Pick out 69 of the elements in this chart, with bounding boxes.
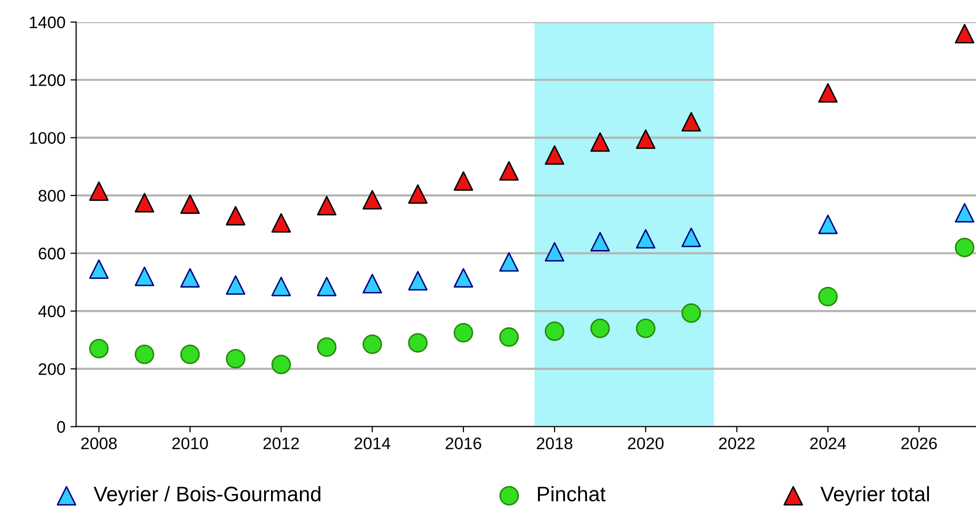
point <box>499 252 519 272</box>
point <box>954 238 974 258</box>
point <box>180 194 200 214</box>
point <box>134 266 154 286</box>
point <box>544 322 564 342</box>
point <box>408 184 428 204</box>
point <box>180 268 200 288</box>
y-tick-label: 400 <box>38 305 66 318</box>
point <box>681 303 701 323</box>
point <box>454 322 474 342</box>
legend-label: Pinchat <box>538 486 606 502</box>
point <box>226 206 246 226</box>
point <box>499 327 519 347</box>
point <box>454 268 474 288</box>
point <box>499 161 519 181</box>
point <box>636 229 656 249</box>
point <box>89 181 109 201</box>
point <box>544 242 564 262</box>
x-tick-label: 2024 <box>810 437 846 450</box>
point <box>590 132 610 152</box>
point <box>271 276 291 296</box>
point <box>681 228 701 248</box>
point <box>180 344 200 364</box>
point <box>590 318 610 338</box>
x-tick-label: 2014 <box>354 437 390 450</box>
point <box>818 214 838 234</box>
point <box>89 259 109 279</box>
x-tick-label: 2008 <box>81 437 117 450</box>
x-tick-label: 2016 <box>446 437 482 450</box>
x-tick-label: 2018 <box>536 437 572 450</box>
point <box>226 348 246 368</box>
y-tick-label: 800 <box>38 190 66 202</box>
point <box>408 333 428 353</box>
point <box>316 337 336 357</box>
point <box>362 190 382 210</box>
point <box>681 112 701 132</box>
point <box>316 276 336 296</box>
point <box>271 213 291 233</box>
point <box>408 270 428 290</box>
point <box>362 334 382 354</box>
x-tick-label: 2010 <box>172 437 208 450</box>
y-tick-label: 600 <box>38 248 66 260</box>
y-tick-label: 1400 <box>30 16 66 28</box>
point <box>818 83 838 103</box>
point <box>544 145 564 165</box>
point <box>636 318 656 338</box>
x-tick-label: 2012 <box>263 437 299 450</box>
point <box>636 129 656 149</box>
point <box>954 24 974 44</box>
y-tick-label: 1200 <box>30 74 66 86</box>
point <box>454 171 474 191</box>
point <box>226 275 246 295</box>
point <box>316 196 336 216</box>
x-tick-label: 2020 <box>628 437 664 450</box>
point <box>134 192 154 212</box>
y-tick-label: 200 <box>38 363 66 376</box>
point <box>271 354 291 374</box>
legend-label: Veyrier total <box>820 486 929 506</box>
legend-label: Veyrier / Bois-Gourmand <box>94 486 320 506</box>
point <box>134 344 154 364</box>
point <box>590 232 610 252</box>
point <box>362 274 382 294</box>
point <box>818 286 838 306</box>
x-tick-label: 2026 <box>901 437 937 450</box>
point <box>89 338 109 358</box>
x-tick-label: 2022 <box>719 437 754 450</box>
y-tick-label: 1000 <box>30 132 66 144</box>
y-tick-label: 0 <box>57 421 66 433</box>
point <box>954 203 974 223</box>
